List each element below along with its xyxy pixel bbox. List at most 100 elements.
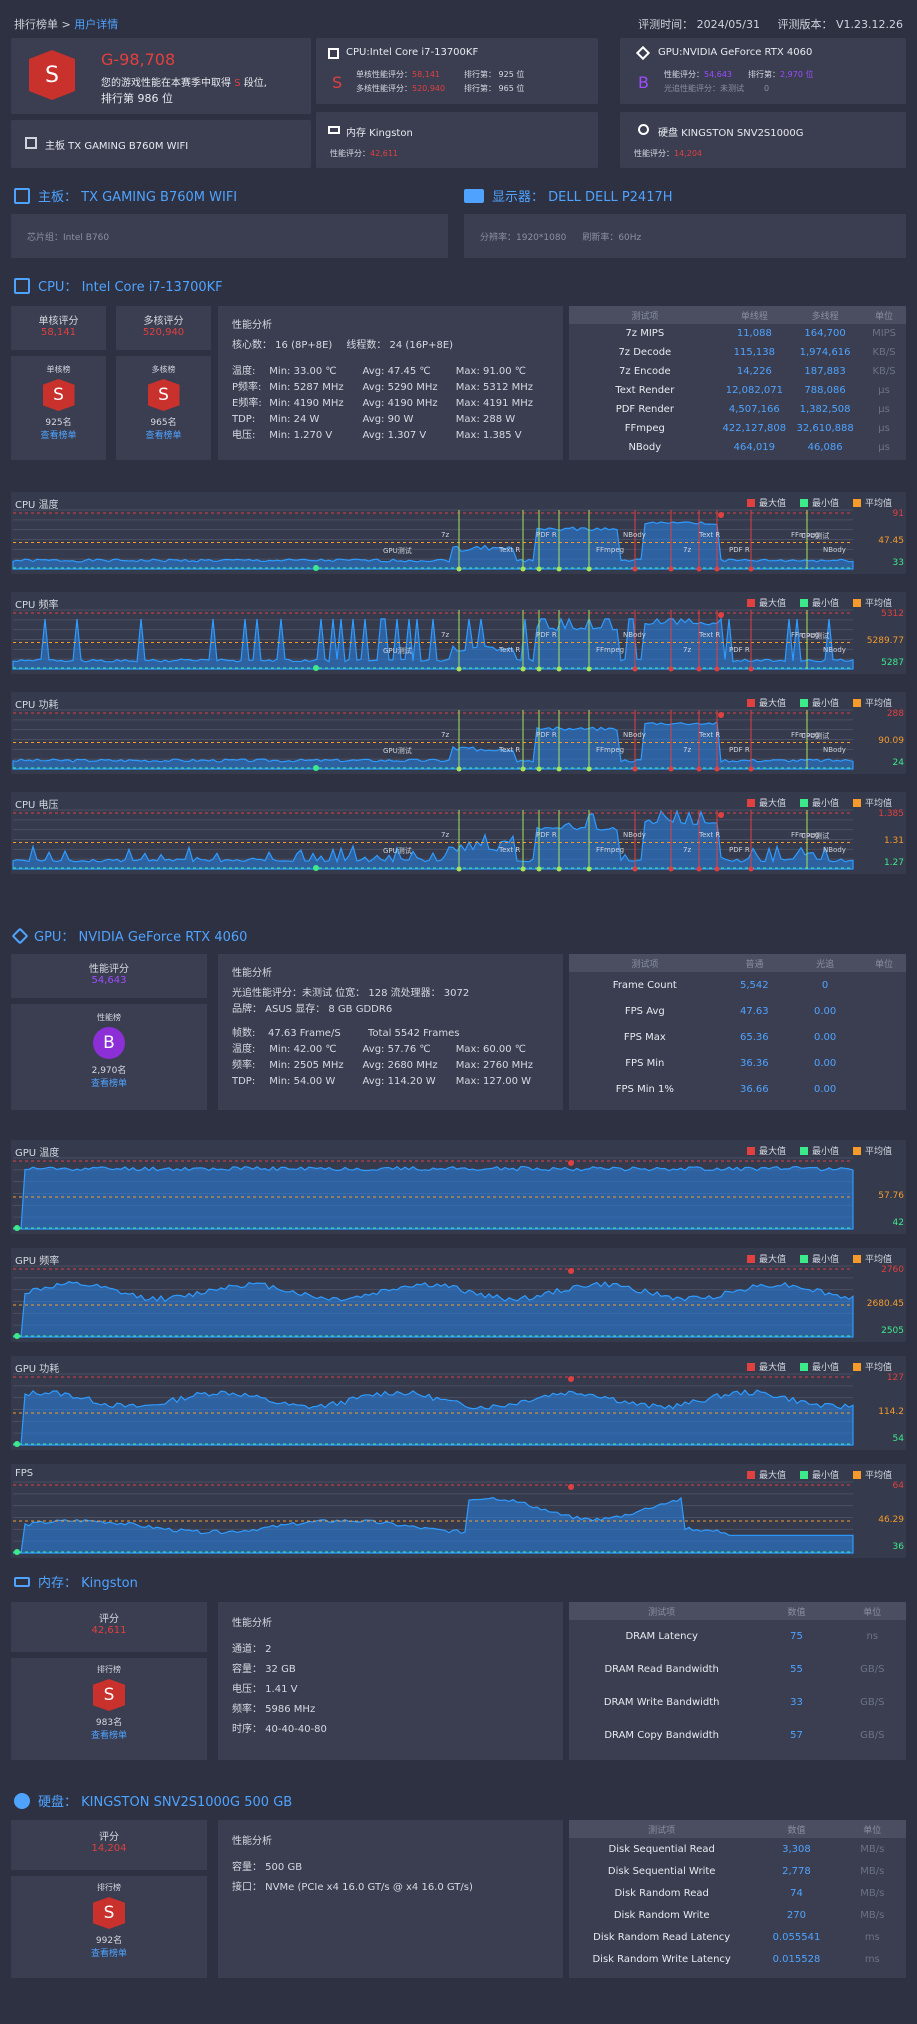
legend-swatch [852,699,861,707]
chart-min-label: 1.27 [883,858,904,868]
legend-item[interactable]: 最大值 [746,496,786,509]
table-cell: 47.63 [740,1005,769,1017]
cpu-card[interactable]: CPU:Intel Core i7-13700KF S 单核性能评分：58,14… [316,38,598,104]
table-header: 测试项 单线程 多线程 单位 [569,306,906,324]
legend-item[interactable]: 最小值 [799,1468,839,1481]
gpu-view-link[interactable]: 查看榜单 [90,1079,127,1089]
cpu-card-title: CPU:Intel Core i7-13700KF [346,47,479,58]
legend-label: 最小值 [811,1147,839,1157]
legend-item[interactable]: 最大值 [746,1252,786,1265]
table-cell: 12,082,071 [725,385,783,396]
gpu-analysis: 性能分析 光追性能评分：未测试 位宽： 128 流处理器： 3072 品牌： A… [218,954,563,1110]
disk-card[interactable]: 硬盘 KINGSTON SNV2S1000G 性能评分：14,204 [620,112,906,168]
column-header: 测试项 [648,1825,676,1836]
analysis-row: 温度: Min: 33.00 ℃ Avg: 47.45 ℃ Max: 91.00 ℃ [232,364,549,380]
memory-section-header: 内存： Kingston [14,1572,138,1591]
table-cell: GB/S [860,1730,885,1741]
legend-item[interactable]: 最大值 [746,1468,786,1481]
chart-cpu: CPU 功耗 最大值 最小值 平均值 288 90.09 24 7z Text R PDF R FF… [11,692,906,774]
cpu-single-view-link[interactable]: 查看榜单 [40,431,77,441]
legend-item[interactable]: 最大值 [746,1144,786,1157]
chart-avg-label: 114.2 [878,1407,904,1418]
legend-item[interactable]: 最小值 [799,1252,839,1265]
phase-label: NBody [823,546,846,555]
breadcrumb-root[interactable]: 排行榜单 > [14,18,71,31]
phase-label: CPU测试 [801,532,830,541]
min-point [14,1225,20,1231]
phase-label: Text R [699,631,721,640]
legend-label: 最大值 [758,1471,786,1481]
chart-gpu: FPS 最大值 最小值 平均值 64 46.29 36 [11,1464,906,1558]
cpu-multi-view-link[interactable]: 查看榜单 [145,431,182,441]
legend-item[interactable]: 平均值 [852,1468,892,1481]
legend-item[interactable]: 平均值 [852,1144,892,1157]
legend-item[interactable]: 平均值 [852,796,892,809]
table-cell: FFmpeg [624,423,665,434]
memory-view-link[interactable]: 查看榜单 [90,1731,127,1741]
table-cell: μs [878,385,890,396]
table-cell: NBody [628,442,662,453]
legend-item[interactable]: 最小值 [799,596,839,609]
phase-dot [586,766,592,772]
legend-swatch [852,1147,861,1155]
series-area [12,809,854,870]
breadcrumb: 排行榜单 > 用户详情 [14,16,118,32]
table-cell: 0.00 [813,1005,837,1017]
legend-item[interactable]: 最小值 [799,1144,839,1157]
chart-title: FPS [15,1468,34,1479]
legend-label: 平均值 [864,1147,892,1157]
legend-swatch [746,1363,755,1371]
spec-line: 通道： 2 [232,1644,272,1655]
legend-label: 平均值 [864,1255,892,1265]
memory-card[interactable]: 内存 Kingston 性能评分：42,611 [316,112,598,168]
legend-swatch [799,1471,808,1479]
legend-item[interactable]: 最大值 [746,796,786,809]
legend-item[interactable]: 最大值 [746,696,786,709]
phase-label: FFmpeg [596,846,625,855]
chart-legend: 最大值 最小值 平均值 [746,596,892,609]
disk-view-link[interactable]: 查看榜单 [90,1949,127,1959]
analysis-cell: Max: 288 W [455,414,516,425]
legend-item[interactable]: 最小值 [799,696,839,709]
phase-label: CPU测试 [801,632,830,641]
table-cell: GB/S [860,1664,885,1675]
analysis-cell: 温度: [232,1044,256,1055]
chart-avg-label: 47.45 [878,536,904,547]
chart-plot [13,1373,854,1447]
legend-item[interactable]: 平均值 [852,696,892,709]
analysis-cell: 频率: [232,1060,256,1071]
spec-line: 频率： 5986 MHz [232,1704,316,1715]
phase-dot [696,766,702,772]
legend-item[interactable]: 最大值 [746,596,786,609]
single-badge: S [42,379,75,411]
phase-dot [456,566,462,572]
legend-item[interactable]: 最小值 [799,796,839,809]
table-cell: 7z Decode [618,347,672,358]
table-row: Disk Random Read Latency 0.055541 ms [569,1926,906,1948]
memory-icon [14,1576,30,1587]
analysis-cell: Min: 2505 MHz [269,1060,344,1071]
legend-swatch [746,699,755,707]
legend-item[interactable]: 最小值 [799,496,839,509]
analysis-cell: Avg: 90 W [362,414,414,425]
table-cell: KB/S [872,366,896,377]
legend-item[interactable]: 最大值 [746,1360,786,1373]
legend-item[interactable]: 平均值 [852,1360,892,1373]
legend-label: 最大值 [758,1255,786,1265]
gpu-card[interactable]: GPU:NVIDIA GeForce RTX 4060 B 性能评分：54,64… [620,38,906,104]
table-cell: MB/s [860,1843,885,1855]
legend-swatch [852,1363,861,1371]
analysis-cell: Min: 1.270 V [269,430,333,441]
legend-item[interactable]: 平均值 [852,1252,892,1265]
disk-section-title: 硬盘： KINGSTON SNV2S1000G 500 GB [38,1795,293,1810]
column-header: 测试项 [648,1607,676,1618]
table-cell: GB/S [860,1697,885,1708]
total-score: G-98,708 [101,50,176,69]
legend-item[interactable]: 平均值 [852,496,892,509]
phase-dot [556,766,562,772]
phase-label: PDF R [729,846,750,855]
top-bar: 排行榜单 > 用户详情 评测时间： 2024/05/31 评测版本： V1.23… [0,0,917,46]
legend-item[interactable]: 最小值 [799,1360,839,1373]
legend-item[interactable]: 平均值 [852,596,892,609]
mobo-card[interactable]: 主板 TX GAMING B760M WIFI [11,120,311,168]
